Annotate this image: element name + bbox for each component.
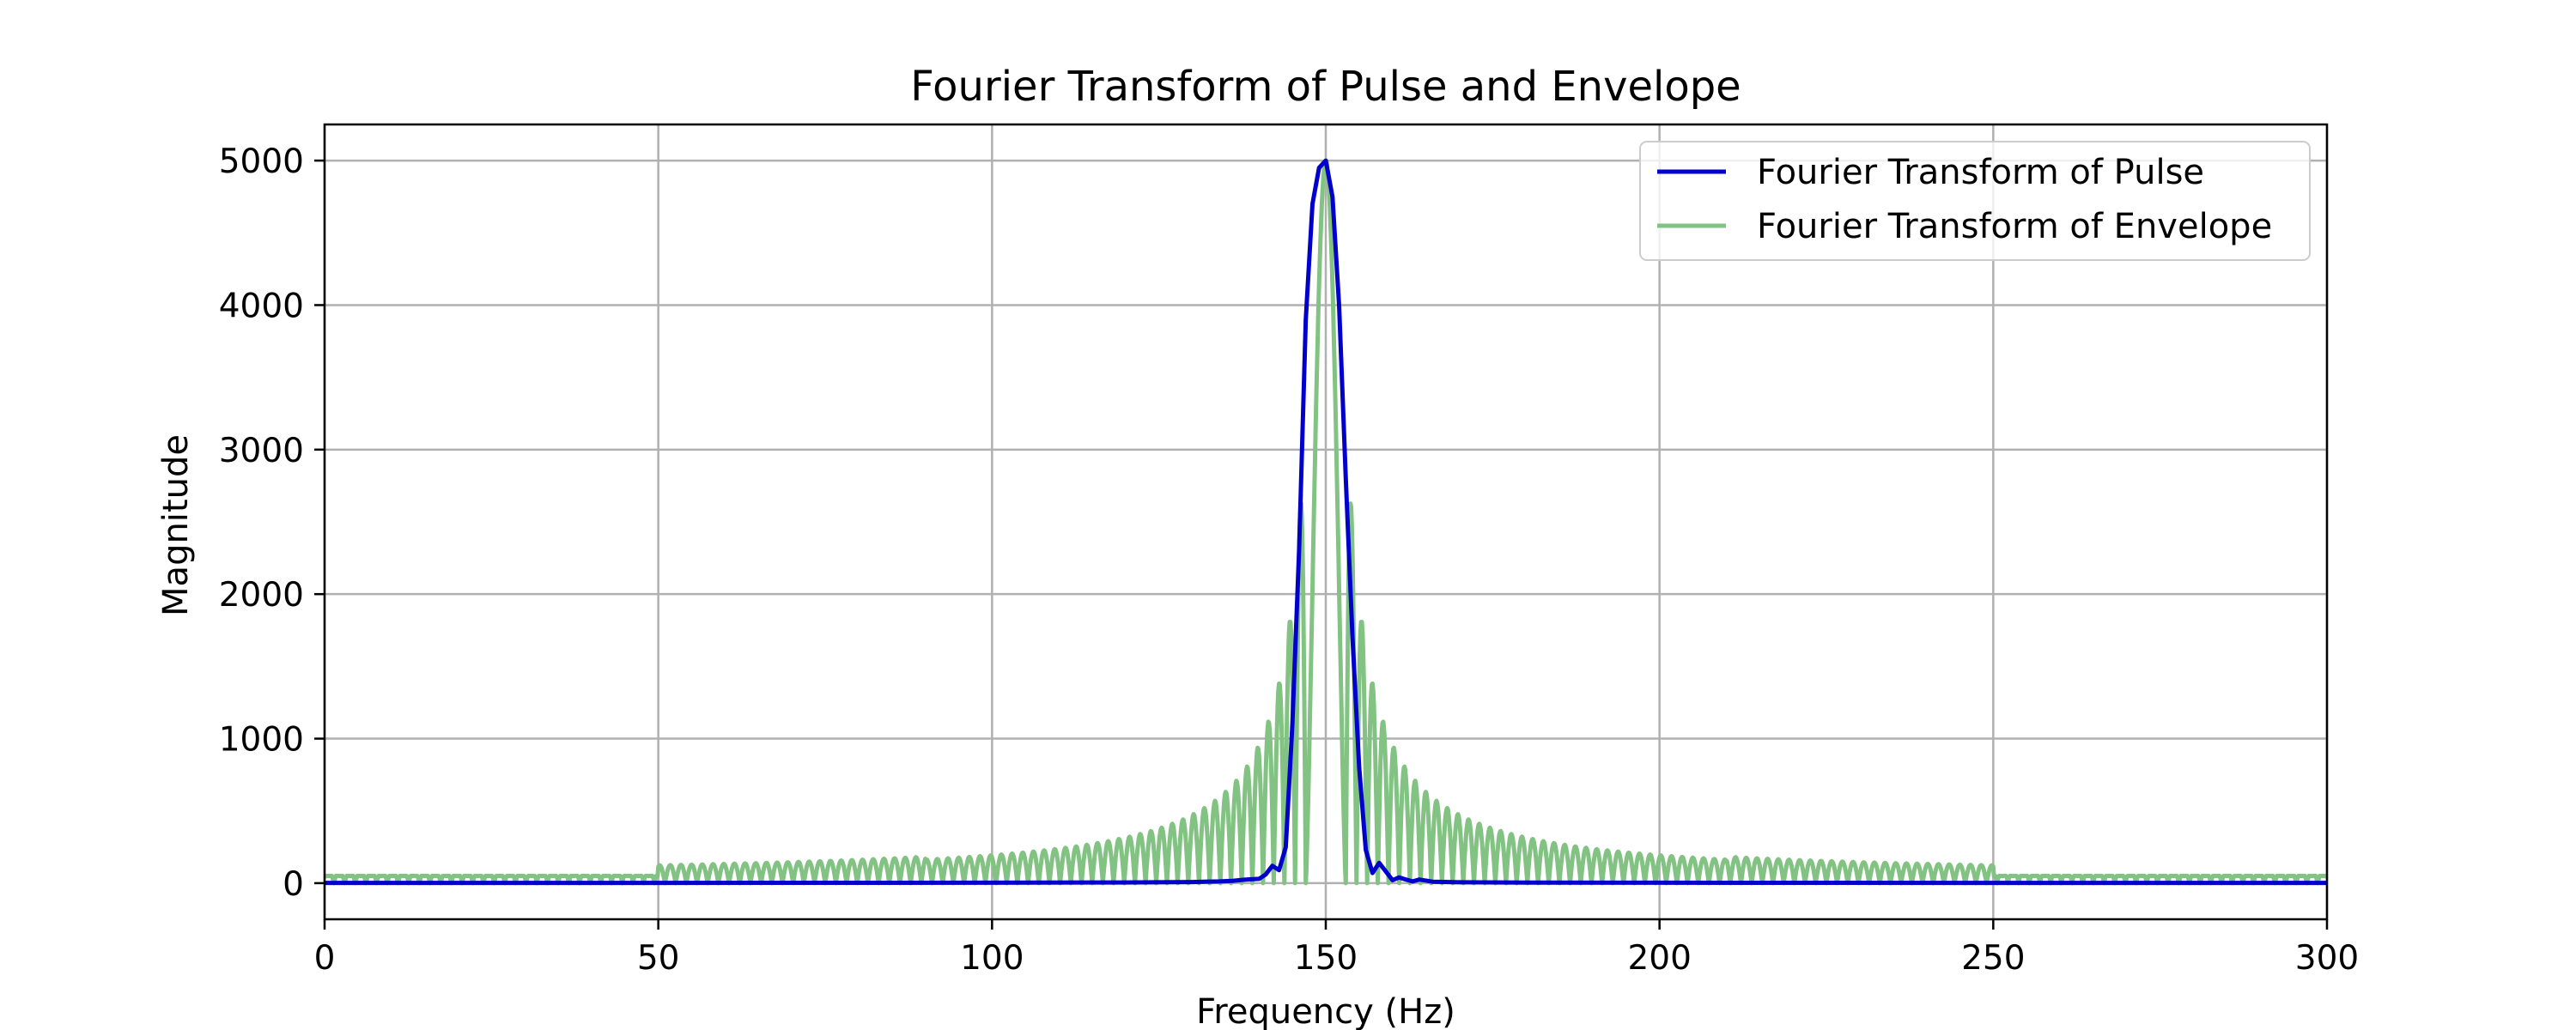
- y-axis: 0 1000 2000 3000 4000 5000: [219, 142, 325, 904]
- y-tick-label: 5000: [219, 142, 304, 181]
- x-tick-label: 200: [1627, 939, 1691, 978]
- y-tick-label: 1000: [219, 721, 304, 760]
- y-tick-label: 0: [283, 865, 304, 904]
- legend-label-envelope: Fourier Transform of Envelope: [1757, 207, 2272, 246]
- x-tick-label: 50: [637, 939, 680, 978]
- series-line-pulse: [325, 158, 2327, 886]
- x-tick-label: 250: [1961, 939, 2025, 978]
- y-axis-label: Magnitude: [156, 434, 196, 616]
- legend-box: [1639, 141, 2311, 261]
- x-axis: 0 50 100 150 200 250 300: [314, 919, 2359, 978]
- y-tick-label: 3000: [219, 432, 304, 470]
- x-tick-label: 150: [1294, 939, 1358, 978]
- legend-label-pulse: Fourier Transform of Pulse: [1757, 153, 2204, 192]
- x-axis-label: Frequency (Hz): [1196, 992, 1455, 1030]
- x-tick-label: 300: [2295, 939, 2359, 978]
- y-tick-label: 2000: [219, 576, 304, 615]
- y-tick-label: 4000: [219, 287, 304, 325]
- x-tick-label: 100: [960, 939, 1024, 978]
- x-tick-label: 0: [314, 939, 336, 978]
- legend: Fourier Transform of Pulse Fourier Trans…: [1639, 141, 2311, 261]
- plot-area: [325, 158, 2327, 886]
- chart-title: Fourier Transform of Pulse and Envelope: [910, 63, 1741, 111]
